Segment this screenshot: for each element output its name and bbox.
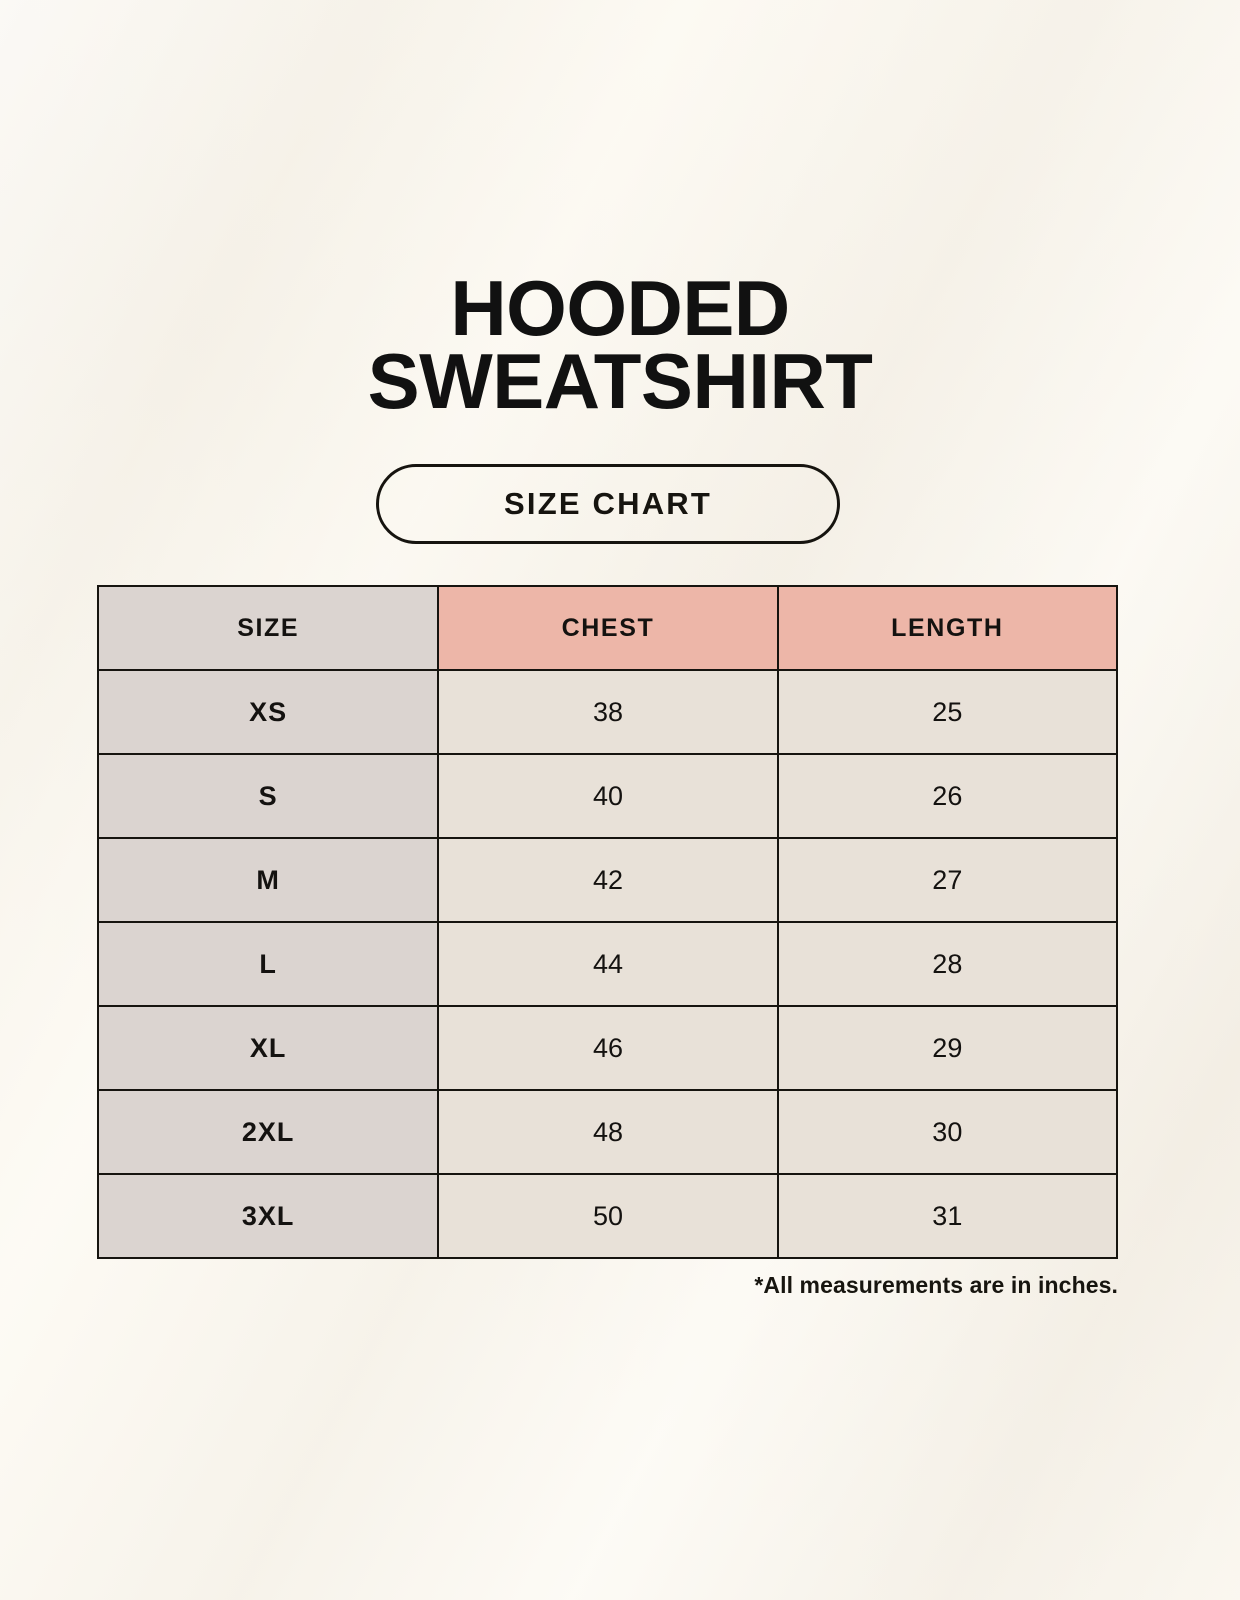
page-title: HOODED SWEATSHIRT <box>0 269 1240 426</box>
size-chart-badge-label: SIZE CHART <box>504 486 712 521</box>
table-row: XS 38 25 <box>96 669 1119 755</box>
cell-length: 25 <box>776 669 1119 755</box>
measurements-footnote: *All measurements are in inches. <box>754 1272 1118 1298</box>
cell-length: 30 <box>776 1089 1119 1175</box>
column-header-chest: CHEST <box>437 585 779 671</box>
table-row: S 40 26 <box>96 753 1119 839</box>
cell-length: 28 <box>776 921 1119 1007</box>
size-table-head: SIZE CHEST LENGTH <box>96 585 1119 671</box>
table-row: 3XL 50 31 <box>96 1173 1119 1259</box>
cell-length: 27 <box>776 837 1119 923</box>
cell-chest: 46 <box>437 1005 779 1091</box>
page-title-line-2: SWEATSHIRT <box>367 337 873 426</box>
column-header-size: SIZE <box>96 585 440 671</box>
column-header-length: LENGTH <box>776 585 1119 671</box>
table-header-row: SIZE CHEST LENGTH <box>96 585 1119 671</box>
cell-length: 26 <box>776 753 1119 839</box>
cell-size: XL <box>96 1005 440 1091</box>
cell-size: XS <box>96 669 440 755</box>
table-row: 2XL 48 30 <box>96 1089 1119 1175</box>
cell-chest: 42 <box>437 837 779 923</box>
cell-length: 29 <box>776 1005 1119 1091</box>
cell-length: 31 <box>776 1173 1119 1259</box>
size-table-wrapper: SIZE CHEST LENGTH XS 38 25 S 40 26 M 42 27 L 44 28 X… <box>96 585 1119 1259</box>
cell-chest: 44 <box>437 921 779 1007</box>
cell-size: 3XL <box>96 1173 440 1259</box>
cell-chest: 40 <box>437 753 779 839</box>
cell-chest: 38 <box>437 669 779 755</box>
size-table: SIZE CHEST LENGTH XS 38 25 S 40 26 M 42 27 L 44 28 X… <box>96 585 1119 1259</box>
cell-size: S <box>96 753 440 839</box>
cell-size: M <box>96 837 440 923</box>
table-row: L 44 28 <box>96 921 1119 1007</box>
cell-chest: 48 <box>437 1089 779 1175</box>
page-title-line-1: HOODED <box>450 264 790 352</box>
table-row: XL 46 29 <box>96 1005 1119 1091</box>
cell-chest: 50 <box>437 1173 779 1259</box>
cell-size: L <box>96 921 440 1007</box>
size-table-body: XS 38 25 S 40 26 M 42 27 L 44 28 XL 46 29 2XL 48 30 3XL 50 3… <box>96 669 1119 1259</box>
cell-size: 2XL <box>96 1089 440 1175</box>
size-chart-badge: SIZE CHART <box>376 464 840 544</box>
table-row: M 42 27 <box>96 837 1119 923</box>
